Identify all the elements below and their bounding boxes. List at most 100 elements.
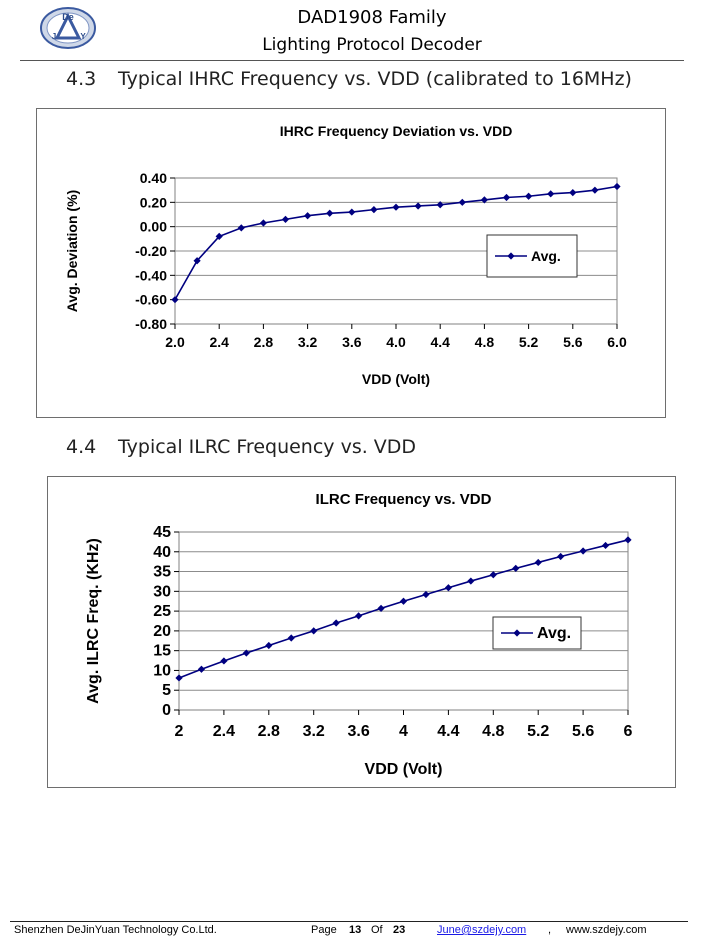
data-point-marker xyxy=(467,577,475,585)
data-point-marker xyxy=(436,201,444,209)
y-tick-label: 0.40 xyxy=(140,170,167,186)
data-point-marker xyxy=(370,206,378,214)
y-tick-label: 0 xyxy=(162,702,171,719)
chart-title: ILRC Frequency vs. VDD xyxy=(316,491,492,508)
section-title-text: Typical IHRC Frequency vs. VDD (calibrat… xyxy=(118,68,632,90)
ilrc-chart-svg: ILRC Frequency vs. VDD 45 40 35 30 25 20 15 10 5 0… xyxy=(85,491,633,778)
data-point-marker xyxy=(326,209,334,217)
section-number: 4.3 xyxy=(66,68,97,90)
y-tick-label: 40 xyxy=(153,544,171,561)
x-tick-label: 5.6 xyxy=(572,723,594,740)
y-tick-label: 35 xyxy=(153,564,171,581)
data-point-marker xyxy=(414,202,422,210)
x-tick-label: 3.2 xyxy=(298,334,318,350)
x-tick-label: 2.4 xyxy=(213,723,235,740)
data-point-marker xyxy=(557,552,565,561)
section-heading-4-4: 4.4 Typical ILRC Frequency vs. VDD xyxy=(66,436,416,458)
x-tick-label: 3.2 xyxy=(303,723,325,740)
y-tick-label: 45 xyxy=(153,524,171,541)
y-tick-label: -0.40 xyxy=(135,267,167,283)
logo-text-right: Y xyxy=(80,32,86,41)
document-title: DAD1908 Family xyxy=(297,7,447,28)
x-axis-label: VDD (Volt) xyxy=(365,761,443,778)
legend-marker xyxy=(513,629,521,637)
x-tick-label: 2.4 xyxy=(209,334,229,350)
data-point-marker xyxy=(444,584,452,592)
data-point-marker xyxy=(569,189,577,197)
footer-page-number: 13 xyxy=(349,924,362,936)
x-tick-label: 2.0 xyxy=(165,334,185,350)
data-point-marker xyxy=(332,619,340,627)
ilrc-chart: ILRC Frequency vs. VDD 45 40 35 30 25 20 15 10 5 0… xyxy=(47,476,676,788)
footer-of-label: Of xyxy=(371,924,383,936)
x-tick-label: 4.4 xyxy=(430,334,450,350)
footer-page-label: Page xyxy=(311,924,337,936)
x-tick-label: 6.0 xyxy=(607,334,627,350)
data-point-marker xyxy=(377,604,385,612)
data-point-marker xyxy=(281,215,290,223)
y-tick-label: 10 xyxy=(153,662,171,679)
y-tick-label: 30 xyxy=(153,583,171,600)
chart-title: IHRC Frequency Deviation vs. VDD xyxy=(280,123,513,139)
data-point-marker xyxy=(512,564,520,572)
footer-company: Shenzhen DeJinYuan Technology Co.Ltd. xyxy=(14,924,217,936)
data-point-marker xyxy=(525,192,533,200)
y-tick-label: 25 xyxy=(153,603,171,620)
data-point-marker xyxy=(220,657,228,665)
data-point-marker xyxy=(237,224,245,232)
footer-email-link[interactable]: June@szdejy.com xyxy=(437,924,527,936)
data-point-marker xyxy=(480,196,488,204)
x-tick-label: 5.2 xyxy=(527,723,549,740)
x-axis-label: VDD (Volt) xyxy=(362,371,430,387)
y-tick-label: -0.20 xyxy=(135,243,167,259)
header-divider xyxy=(20,60,684,61)
footer-website: www.szdejy.com xyxy=(566,924,647,936)
legend-label: Avg. xyxy=(531,248,561,264)
x-tick-label: 5.6 xyxy=(563,334,583,350)
y-axis-label: Avg. ILRC Freq. (KHz) xyxy=(85,538,102,704)
data-point-marker xyxy=(304,212,312,220)
logo-text-top: De xyxy=(62,12,74,22)
x-tick-label: 4.8 xyxy=(475,334,495,350)
data-point-marker xyxy=(502,193,511,202)
y-tick-label: 5 xyxy=(162,682,171,699)
x-tick-label: 2 xyxy=(175,723,184,740)
x-tick-label: 6 xyxy=(624,723,633,740)
y-tick-label: -0.60 xyxy=(135,292,167,308)
company-logo: De J Y xyxy=(39,6,97,50)
data-point-marker xyxy=(613,182,621,191)
x-tick-label: 2.8 xyxy=(254,334,274,350)
footer-separator: , xyxy=(548,924,552,936)
section-number: 4.4 xyxy=(66,436,97,458)
y-tick-label: 0.00 xyxy=(140,219,167,235)
legend-label: Avg. xyxy=(537,625,571,642)
y-tick-label: 0.20 xyxy=(140,194,167,210)
footer-divider xyxy=(10,921,688,922)
data-point-marker xyxy=(215,232,223,240)
data-point-marker xyxy=(399,597,408,605)
data-point-marker xyxy=(489,571,497,579)
data-point-marker xyxy=(392,203,400,211)
logo-emblem-icon: De J Y xyxy=(40,7,96,49)
x-tick-label: 2.8 xyxy=(258,723,280,740)
data-point-marker xyxy=(355,612,363,620)
page-footer: Shenzhen DeJinYuan Technology Co.Ltd. Pa… xyxy=(14,924,694,940)
data-point-marker xyxy=(591,186,599,194)
x-tick-label: 3.6 xyxy=(347,723,369,740)
document-subtitle: Lighting Protocol Decoder xyxy=(262,35,482,55)
y-tick-label: 15 xyxy=(153,643,171,660)
data-point-marker xyxy=(458,198,466,206)
x-tick-label: 5.2 xyxy=(519,334,539,350)
footer-page-total: 23 xyxy=(393,924,406,936)
y-tick-label: 20 xyxy=(153,623,171,640)
ihrc-chart-svg: IHRC Frequency Deviation vs. VDD 0.40 0.20… xyxy=(64,123,627,387)
y-axis-label: Avg. Deviation (%) xyxy=(64,190,80,312)
x-tick-label: 3.6 xyxy=(342,334,362,350)
ihrc-chart: IHRC Frequency Deviation vs. VDD 0.40 0.20… xyxy=(36,108,666,418)
x-tick-label: 4.0 xyxy=(386,334,406,350)
data-point-marker xyxy=(287,634,295,642)
logo-text-left: J xyxy=(52,32,56,41)
x-tick-label: 4.4 xyxy=(437,723,459,740)
section-heading-4-3: 4.3 Typical IHRC Frequency vs. VDD (calib… xyxy=(66,68,632,90)
data-point-marker xyxy=(193,257,201,265)
